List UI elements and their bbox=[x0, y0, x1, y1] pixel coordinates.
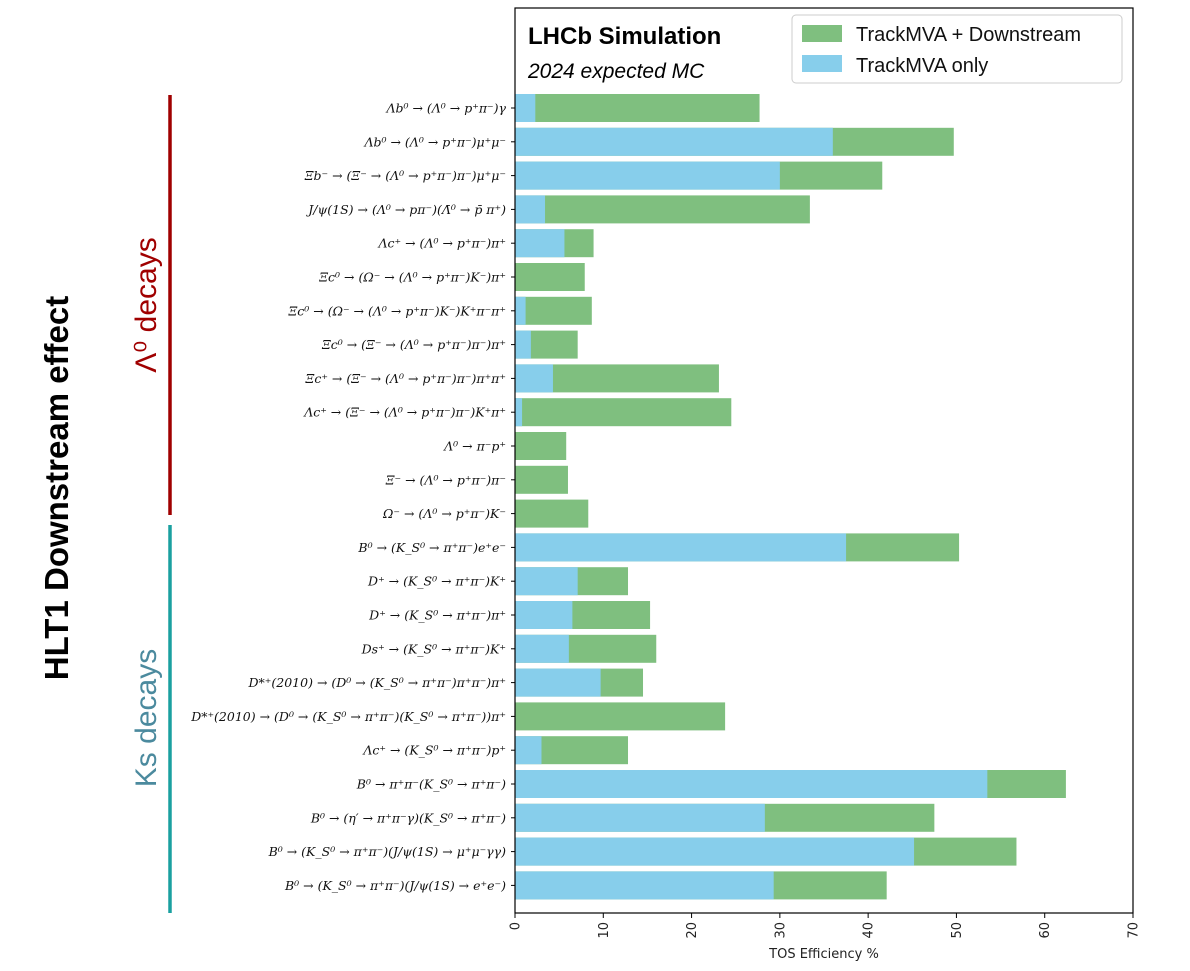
category-label-21: B⁰ → (η′ → π⁺π⁻γ)(K_S⁰ → π⁺π⁻) bbox=[310, 810, 506, 825]
category-label-22: B⁰ → (K_S⁰ → π⁺π⁻)(J/ψ(1S) → μ⁺μ⁻γγ) bbox=[268, 844, 507, 859]
category-label-4: Λc⁺ → (Λ⁰ → p⁺π⁻)π⁺ bbox=[378, 236, 506, 251]
bar-combined-0 bbox=[515, 94, 760, 122]
bar-trackmva-22 bbox=[515, 837, 915, 866]
category-label-1: Λb⁰ → (Λ⁰ → p⁺π⁻)μ⁺μ⁻ bbox=[363, 134, 506, 149]
bar-combined-18 bbox=[515, 702, 726, 731]
category-labels: Λb⁰ → (Λ⁰ → p⁺π⁻)γ Λb⁰ → (Λ⁰ → p⁺π⁻)μ⁺μ⁻ Ξ… bbox=[190, 101, 515, 893]
legend-swatch-combined bbox=[802, 25, 842, 42]
category-label-6: Ξc⁰ → (Ω⁻ → (Λ⁰ → p⁺π⁻)K⁻)K⁺π⁻π⁺ bbox=[288, 303, 507, 318]
x-tick-label-0: 0 bbox=[509, 922, 524, 930]
bar-combined-5 bbox=[515, 263, 585, 291]
bar-combined-12 bbox=[515, 499, 589, 528]
side-title: HLT1 Downstream effect bbox=[38, 296, 75, 680]
bar-trackmva-17 bbox=[515, 668, 601, 697]
category-label-7: Ξc⁰ → (Ξ⁻ → (Λ⁰ → p⁺π⁻)π⁻)π⁺ bbox=[321, 337, 506, 352]
x-tick-label-3: 30 bbox=[773, 922, 788, 939]
category-label-0: Λb⁰ → (Λ⁰ → p⁺π⁻)γ bbox=[385, 101, 506, 116]
bar-trackmva-7 bbox=[515, 330, 531, 359]
bar-trackmva-2 bbox=[515, 161, 780, 190]
x-tick-label-1: 10 bbox=[597, 922, 612, 939]
bar-trackmva-14 bbox=[515, 567, 578, 596]
bar-trackmva-0 bbox=[515, 94, 536, 122]
x-tick-label-5: 50 bbox=[950, 922, 965, 939]
bar-combined-6 bbox=[515, 296, 592, 325]
x-ticks: 0 10 20 30 40 50 60 70 bbox=[509, 913, 1142, 939]
legend-label-combined: TrackMVA + Downstream bbox=[856, 24, 1081, 46]
category-label-17: D*⁺(2010) → (D⁰ → (K_S⁰ → π⁺π⁻)π⁺π⁻)π⁺ bbox=[248, 675, 506, 690]
chart-subtitle: 2024 expected MC bbox=[527, 60, 705, 83]
bar-trackmva-8 bbox=[515, 364, 553, 393]
legend-swatch-trackmva bbox=[802, 55, 842, 72]
category-label-20: B⁰ → π⁺π⁻(K_S⁰ → π⁺π⁻) bbox=[356, 777, 506, 792]
chart-title: LHCb Simulation bbox=[528, 23, 721, 50]
group-label-lambda: Λ⁰ decays bbox=[130, 237, 163, 372]
legend-label-trackmva: TrackMVA only bbox=[856, 55, 988, 77]
bar-trackmva-13 bbox=[515, 533, 847, 562]
bar-trackmva-9 bbox=[515, 398, 523, 427]
category-label-13: B⁰ → (K_S⁰ → π⁺π⁻)e⁺e⁻ bbox=[357, 540, 506, 555]
x-tick-label-2: 20 bbox=[685, 922, 700, 939]
bar-combined-11 bbox=[515, 465, 568, 494]
category-label-19: Λc⁺ → (K_S⁰ → π⁺π⁻)p⁺ bbox=[362, 743, 506, 758]
bar-trackmva-6 bbox=[515, 296, 526, 325]
x-tick-label-7: 70 bbox=[1127, 922, 1142, 939]
plot-frame bbox=[514, 7, 1134, 914]
bar-trackmva-4 bbox=[515, 229, 565, 258]
bar-trackmva-21 bbox=[515, 803, 765, 832]
category-label-15: D⁺ → (K_S⁰ → π⁺π⁻)π⁺ bbox=[368, 608, 506, 623]
category-label-2: Ξb⁻ → (Ξ⁻ → (Λ⁰ → p⁺π⁻)π⁻)μ⁺μ⁻ bbox=[304, 168, 506, 183]
category-label-5: Ξc⁰ → (Ω⁻ → (Λ⁰ → p⁺π⁻)K⁻)π⁺ bbox=[318, 270, 506, 285]
bar-trackmva-3 bbox=[515, 195, 546, 224]
x-tick-label-6: 60 bbox=[1038, 922, 1053, 939]
category-label-16: Ds⁺ → (K_S⁰ → π⁺π⁻)K⁺ bbox=[361, 641, 506, 656]
category-label-10: Λ⁰ → π⁻p⁺ bbox=[443, 439, 506, 454]
category-label-14: D⁺ → (K_S⁰ → π⁺π⁻)K⁺ bbox=[367, 574, 506, 589]
category-label-12: Ω⁻ → (Λ⁰ → p⁺π⁻)K⁻ bbox=[382, 506, 506, 521]
bar-trackmva-15 bbox=[515, 601, 573, 629]
bar-trackmva-16 bbox=[515, 634, 569, 663]
legend: TrackMVA + Downstream TrackMVA only bbox=[791, 14, 1123, 84]
category-label-11: Ξ⁻ → (Λ⁰ → p⁺π⁻)π⁻ bbox=[385, 472, 506, 487]
bars bbox=[515, 94, 1066, 900]
x-axis-label: TOS Efficiency % bbox=[768, 947, 879, 962]
bar-trackmva-20 bbox=[515, 770, 988, 798]
x-tick-label-4: 40 bbox=[862, 922, 877, 939]
category-label-23: B⁰ → (K_S⁰ → π⁺π⁻)(J/ψ(1S) → e⁺e⁻) bbox=[284, 878, 506, 893]
bar-trackmva-19 bbox=[515, 736, 542, 765]
category-label-9: Λc⁺ → (Ξ⁻ → (Λ⁰ → p⁺π⁻)π⁻)K⁺π⁺ bbox=[303, 405, 506, 420]
legend-frame bbox=[791, 14, 1123, 84]
group-label-ks: Ks decays bbox=[130, 649, 163, 787]
category-label-3: J/ψ(1S) → (Λ⁰ → pπ⁻)(Λ̄⁰ → p̄ π⁺) bbox=[305, 202, 506, 217]
bar-combined-3 bbox=[515, 195, 810, 224]
category-label-18: D*⁺(2010) → (D⁰ → (K_S⁰ → π⁺π⁻)(K_S⁰ → π… bbox=[190, 709, 506, 724]
bar-trackmva-1 bbox=[515, 127, 833, 156]
bar-combined-10 bbox=[515, 432, 567, 460]
category-label-8: Ξc⁺ → (Ξ⁻ → (Λ⁰ → p⁺π⁻)π⁻)π⁺π⁺ bbox=[305, 371, 506, 386]
bar-combined-9 bbox=[515, 398, 732, 427]
bar-trackmva-23 bbox=[515, 871, 774, 900]
